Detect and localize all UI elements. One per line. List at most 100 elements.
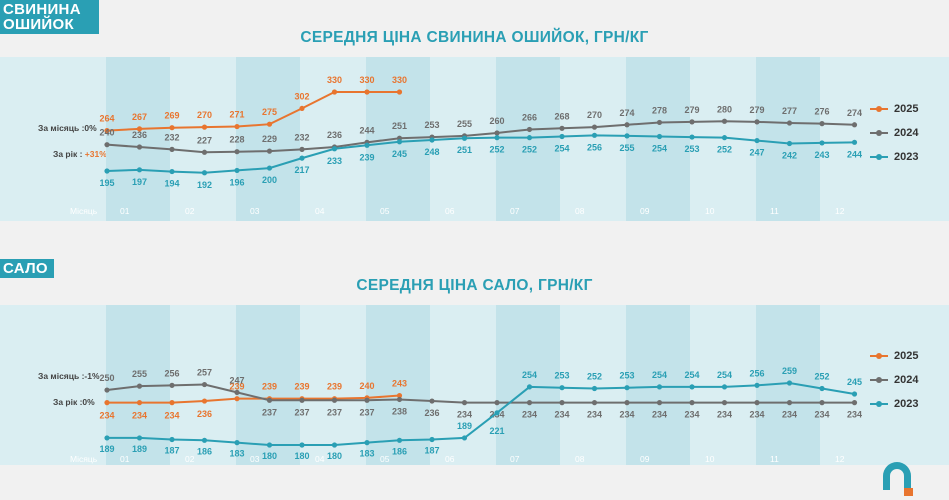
data-point-2023 xyxy=(234,167,240,174)
legend-label: 2025 xyxy=(894,350,919,362)
data-point-2023 xyxy=(104,435,110,441)
data-label-2024: 237 xyxy=(327,407,342,417)
data-label-2024: 251 xyxy=(392,121,407,131)
data-label-2024: 238 xyxy=(392,406,407,416)
data-label-2024: 228 xyxy=(229,135,244,145)
month-tick-label: 05 xyxy=(380,206,390,216)
data-label-2025: 239 xyxy=(294,382,309,392)
data-point-2024 xyxy=(169,146,175,152)
month-tick-label: 01 xyxy=(120,206,130,216)
data-label-2023: 189 xyxy=(132,444,147,454)
data-point-2023 xyxy=(851,391,858,397)
data-label-2024: 277 xyxy=(782,106,797,116)
data-point-2024 xyxy=(299,397,305,403)
data-label-2024: 236 xyxy=(132,130,147,140)
data-label-2024: 234 xyxy=(749,410,764,420)
data-label-2023: 254 xyxy=(652,370,667,380)
data-label-2025: 275 xyxy=(262,107,277,117)
legend-item-2024: 2024 xyxy=(870,127,918,139)
data-label-2023: 196 xyxy=(229,177,244,187)
data-point-2023 xyxy=(656,384,663,390)
data-label-2024: 255 xyxy=(457,119,472,129)
data-label-2023: 245 xyxy=(392,149,407,159)
data-point-2023 xyxy=(689,384,695,390)
data-point-2025 xyxy=(234,396,240,402)
chart-title-lard: СЕРЕДНЯ ЦІНА САЛО, ГРН/КГ xyxy=(356,277,593,294)
series-line-2024 xyxy=(106,120,855,154)
month-tick-label: 02 xyxy=(185,454,195,464)
series-line-2025 xyxy=(107,394,400,404)
data-label-2025: 264 xyxy=(99,114,114,124)
data-label-2025: 271 xyxy=(229,110,244,120)
data-point-2024 xyxy=(526,400,533,406)
data-label-2023: 243 xyxy=(814,150,829,160)
month-stripe xyxy=(756,57,820,221)
data-point-2024 xyxy=(201,149,208,155)
data-point-2023 xyxy=(169,168,175,175)
data-label-2023: 180 xyxy=(327,451,342,461)
data-point-2023 xyxy=(721,135,728,141)
legend-swatch xyxy=(870,401,888,407)
data-label-2023: 252 xyxy=(717,145,732,155)
data-label-2024: 257 xyxy=(197,368,212,378)
data-point-2023 xyxy=(689,134,695,140)
data-point-2023 xyxy=(364,142,370,148)
month-stripe xyxy=(236,305,300,465)
data-point-2024 xyxy=(104,387,110,393)
legend-label: 2025 xyxy=(894,103,919,115)
data-label-2023: 197 xyxy=(132,177,147,187)
data-label-2023: 256 xyxy=(587,142,602,152)
data-label-2025: 239 xyxy=(229,382,244,392)
data-point-2025 xyxy=(136,400,143,406)
data-label-2023: 255 xyxy=(619,143,634,153)
data-label-2024: 237 xyxy=(262,407,277,417)
data-point-2023 xyxy=(721,384,728,390)
legend-label: 2024 xyxy=(894,127,919,139)
data-point-2024 xyxy=(104,142,110,148)
data-label-2023: 187 xyxy=(424,446,439,456)
data-point-2024 xyxy=(559,400,565,406)
data-label-2024: 236 xyxy=(327,130,342,140)
legend-swatch xyxy=(870,353,888,359)
data-label-2024: 240 xyxy=(99,128,114,138)
data-label-2024: 250 xyxy=(99,373,114,383)
data-label-2023: 254 xyxy=(522,370,537,380)
data-label-2025: 239 xyxy=(327,382,342,392)
data-point-2023 xyxy=(559,385,565,391)
data-point-2024 xyxy=(819,400,825,406)
x-axis-label: Місяць xyxy=(70,454,98,464)
data-point-2024 xyxy=(234,149,240,155)
data-label-2024: 253 xyxy=(424,120,439,130)
data-point-2024 xyxy=(624,400,630,406)
data-label-2025: 330 xyxy=(392,75,407,85)
data-point-2023 xyxy=(591,132,598,138)
data-point-2025 xyxy=(299,105,305,112)
month-tick-label: 06 xyxy=(445,454,455,464)
legend-label: 2023 xyxy=(894,398,919,410)
series-line-2024 xyxy=(106,383,855,404)
data-point-2024 xyxy=(786,400,793,406)
data-point-2023 xyxy=(461,435,468,441)
legend-item-2025: 2025 xyxy=(870,103,918,115)
data-point-2024 xyxy=(266,397,273,403)
month-tick-label: 12 xyxy=(835,454,845,464)
data-label-2023: 252 xyxy=(587,371,602,381)
data-point-2023 xyxy=(136,435,143,441)
series-line-2025 xyxy=(106,91,400,132)
data-point-2023 xyxy=(819,140,825,146)
data-point-2024 xyxy=(136,383,143,389)
month-tick-label: 07 xyxy=(510,454,520,464)
data-point-2023 xyxy=(851,139,858,145)
data-label-2024: 234 xyxy=(587,410,602,420)
data-label-2024: 234 xyxy=(619,410,634,420)
data-point-2024 xyxy=(364,397,370,403)
data-point-2023 xyxy=(201,170,208,176)
month-tick-label: 12 xyxy=(835,206,845,216)
data-label-2024: 232 xyxy=(294,132,309,142)
data-label-2024: 234 xyxy=(554,410,569,420)
data-label-2024: 234 xyxy=(684,410,699,420)
data-point-2023 xyxy=(819,385,825,392)
data-point-2023 xyxy=(786,380,793,386)
data-point-2024 xyxy=(559,125,565,131)
data-point-2024 xyxy=(819,121,825,127)
